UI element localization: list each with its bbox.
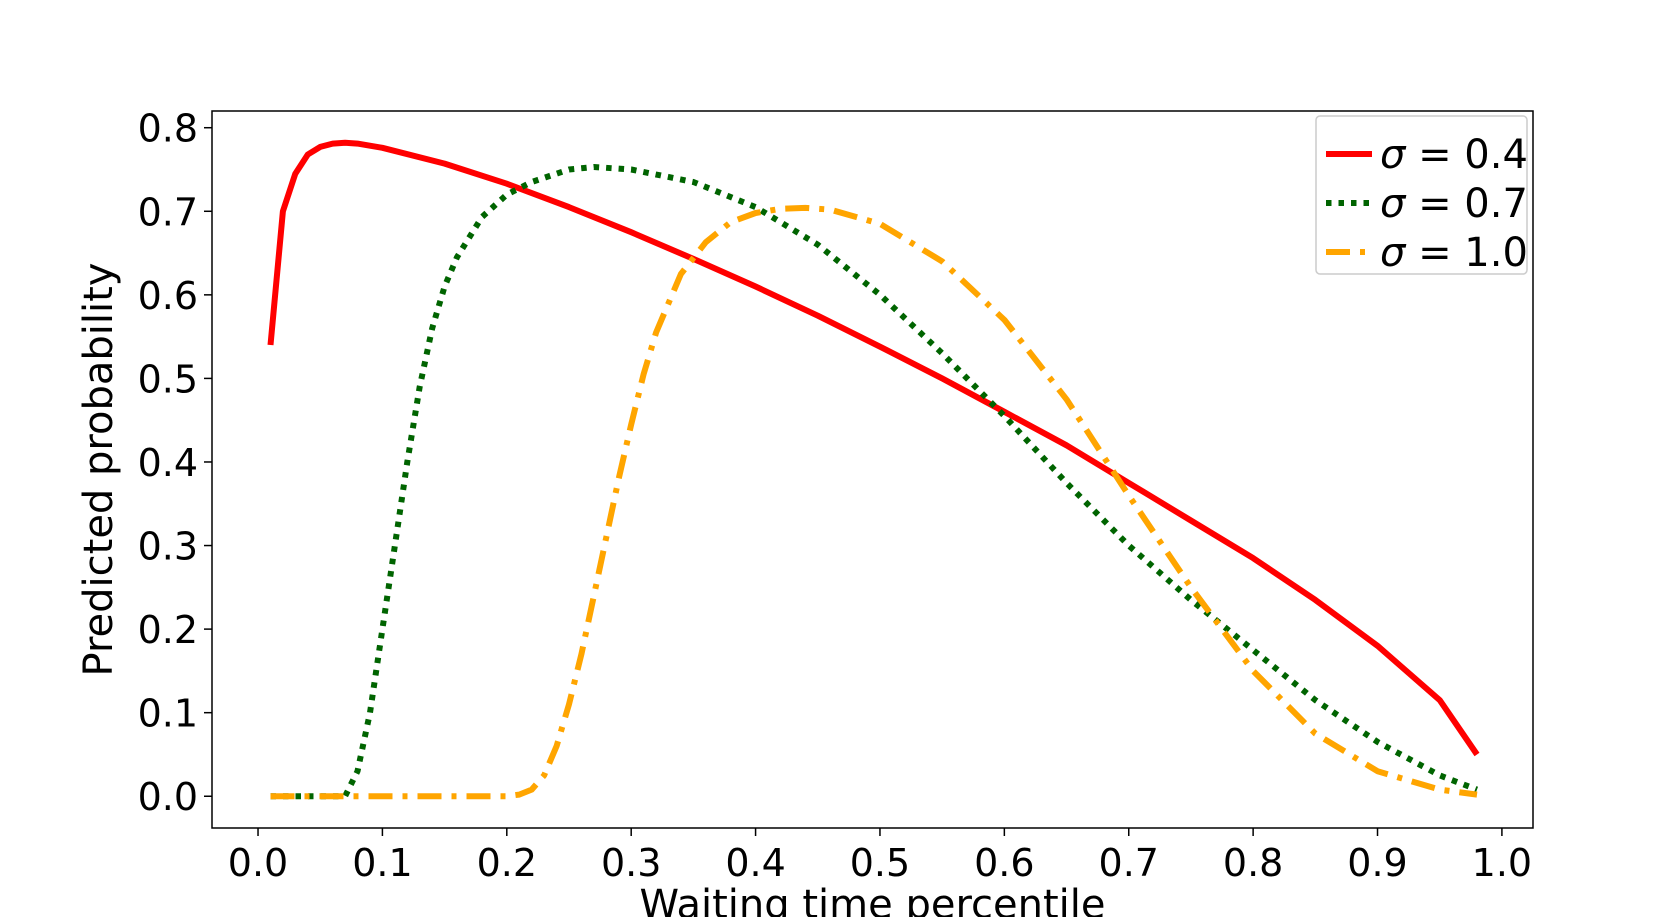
series-line-1-0	[270, 204, 1478, 800]
y-tick-label: 0.2	[138, 608, 198, 652]
series-line-0-7	[270, 164, 1479, 800]
x-tick-label: 0.2	[477, 841, 537, 885]
x-tick-label: 0.5	[850, 841, 910, 885]
x-tick-label: 0.4	[725, 841, 785, 885]
y-tick-label: 0.1	[138, 692, 198, 736]
y-tick-label: 0.3	[138, 525, 198, 569]
y-tick-label: 0.0	[138, 775, 198, 819]
legend: σ = 0.4σ = 0.7σ = 1.0	[1315, 115, 1528, 276]
plot-frame	[211, 110, 1534, 829]
x-tick-label: 0.9	[1347, 841, 1407, 885]
x-tick-label: 0.3	[601, 841, 661, 885]
x-tick-label: 0.1	[352, 841, 412, 885]
legend-label: σ = 1.0	[1380, 230, 1528, 276]
x-tick-label: 0.6	[974, 841, 1034, 885]
legend-sigma: σ	[1380, 181, 1407, 227]
y-axis-label: Predicted probability	[76, 263, 122, 677]
x-tick-label: 0.0	[228, 841, 288, 885]
x-axis-label: Waiting time percentile	[640, 882, 1106, 917]
x-tick-label: 0.8	[1223, 841, 1283, 885]
legend-value: = 0.7	[1405, 181, 1528, 227]
legend-sigma: σ	[1380, 132, 1407, 178]
y-tick-label: 0.8	[138, 107, 198, 151]
x-tick-label: 0.7	[1099, 841, 1159, 885]
x-tick-label: 1.0	[1472, 841, 1532, 885]
legend-value: = 0.4	[1405, 132, 1528, 178]
legend-value: = 1.0	[1405, 230, 1528, 276]
legend-label: σ = 0.4	[1380, 132, 1528, 178]
y-tick-label: 0.5	[138, 357, 198, 401]
plot-area	[267, 139, 1480, 800]
legend-sigma: σ	[1380, 230, 1407, 276]
y-axis: 0.0 0.1 0.2 0.3 0.4 0.5 0.6 0.7 0.8	[138, 107, 212, 819]
x-axis: 0.0 0.1 0.2 0.3 0.4 0.5 0.6 0.7 0.8 0.9 1.0	[228, 828, 1532, 885]
legend-label: σ = 0.7	[1380, 181, 1528, 227]
y-tick-label: 0.4	[138, 441, 198, 485]
y-tick-label: 0.7	[138, 190, 198, 234]
y-tick-label: 0.6	[138, 274, 198, 318]
series-line-0-4	[267, 139, 1480, 757]
